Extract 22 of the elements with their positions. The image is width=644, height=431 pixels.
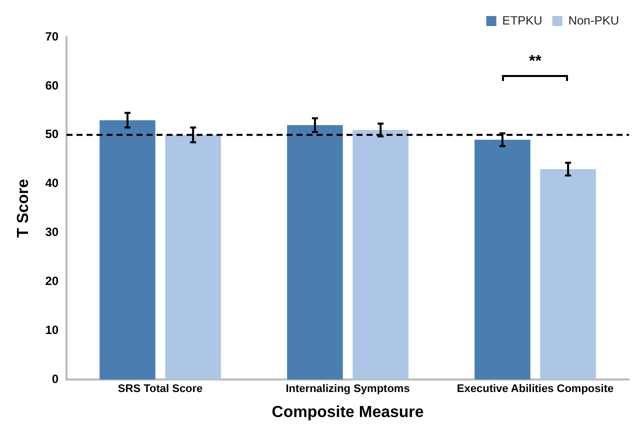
y-tick-label: 60 bbox=[45, 78, 59, 92]
x-tick-label: Internalizing Symptoms bbox=[286, 383, 410, 396]
bar bbox=[165, 134, 221, 380]
y-tick-label: 0 bbox=[52, 372, 59, 386]
legend-label: Non-PKU bbox=[568, 13, 620, 28]
y-tick-label: 70 bbox=[45, 29, 59, 44]
bar bbox=[540, 169, 596, 380]
x-tick-label: Executive Abilities Composite bbox=[456, 383, 614, 396]
annotation: ** bbox=[528, 53, 542, 72]
y-tick-label: 40 bbox=[45, 176, 59, 190]
x-tick-label: SRS Total Score bbox=[118, 383, 203, 396]
y-tick-label: 50 bbox=[45, 127, 59, 142]
legend-label: ETPKU bbox=[502, 13, 542, 28]
y-tick-label: 10 bbox=[45, 322, 59, 337]
bar bbox=[100, 120, 156, 380]
y-tick-label: 20 bbox=[45, 274, 59, 288]
y-tick-label: 30 bbox=[45, 225, 59, 240]
bar bbox=[352, 130, 408, 380]
bar bbox=[474, 140, 530, 380]
bar bbox=[287, 125, 343, 380]
y-axis-title: T Score bbox=[15, 178, 32, 238]
x-axis-title: Composite Measure bbox=[272, 404, 424, 421]
